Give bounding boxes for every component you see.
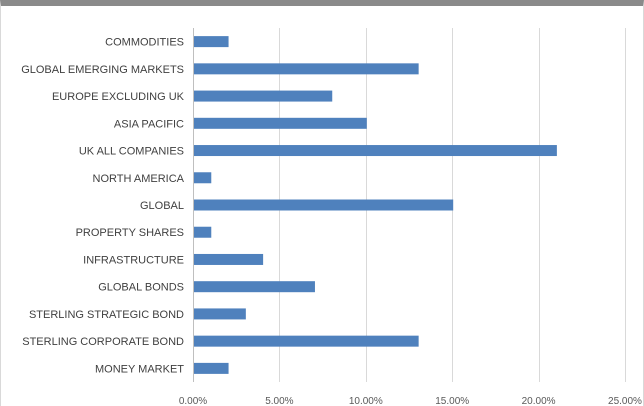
x-tick-label: 5.00% bbox=[265, 396, 293, 406]
x-tick-labels: 0.00% 5.00% 10.00% 15.00% 20.00% 25.00% bbox=[179, 396, 642, 406]
category-label: NORTH AMERICA bbox=[93, 173, 185, 185]
category-label: STERLING STRATEGIC BOND bbox=[29, 309, 184, 321]
x-tick-label: 15.00% bbox=[435, 396, 469, 406]
category-label: PROPERTY SHARES bbox=[76, 227, 184, 239]
category-label: EUROPE EXCLUDING UK bbox=[52, 91, 185, 103]
bar bbox=[194, 36, 229, 48]
bar bbox=[194, 199, 454, 211]
category-labels: COMMODITIES GLOBAL EMERGING MARKETS EUROPE… bbox=[21, 37, 184, 376]
bar bbox=[194, 362, 229, 374]
bar-chart: COMMODITIES GLOBAL EMERGING MARKETS EUROPE… bbox=[21, 28, 642, 406]
category-label: GLOBAL EMERGING MARKETS bbox=[21, 64, 184, 76]
bar bbox=[194, 145, 557, 157]
bar bbox=[194, 90, 333, 102]
bar bbox=[194, 335, 419, 347]
bar bbox=[194, 226, 212, 238]
category-label: ASIA PACIFIC bbox=[114, 118, 184, 130]
bar bbox=[194, 253, 264, 265]
bar bbox=[194, 172, 212, 184]
category-label: COMMODITIES bbox=[105, 37, 184, 49]
category-label: MONEY MARKET bbox=[95, 363, 184, 375]
x-tick-label: 25.00% bbox=[608, 396, 642, 406]
category-label: INFRASTRUCTURE bbox=[83, 254, 184, 266]
bar bbox=[194, 308, 246, 320]
x-tick-label: 0.00% bbox=[179, 396, 207, 406]
category-label: UK ALL COMPANIES bbox=[79, 146, 184, 158]
x-tick-label: 20.00% bbox=[522, 396, 556, 406]
category-label: STERLING CORPORATE BOND bbox=[22, 336, 184, 348]
category-label: GLOBAL bbox=[140, 200, 184, 212]
bars bbox=[194, 36, 557, 374]
bar bbox=[194, 63, 419, 75]
x-tick-label: 10.00% bbox=[349, 396, 383, 406]
bar bbox=[194, 281, 315, 293]
category-label: GLOBAL BONDS bbox=[98, 282, 184, 294]
bar bbox=[194, 117, 367, 129]
